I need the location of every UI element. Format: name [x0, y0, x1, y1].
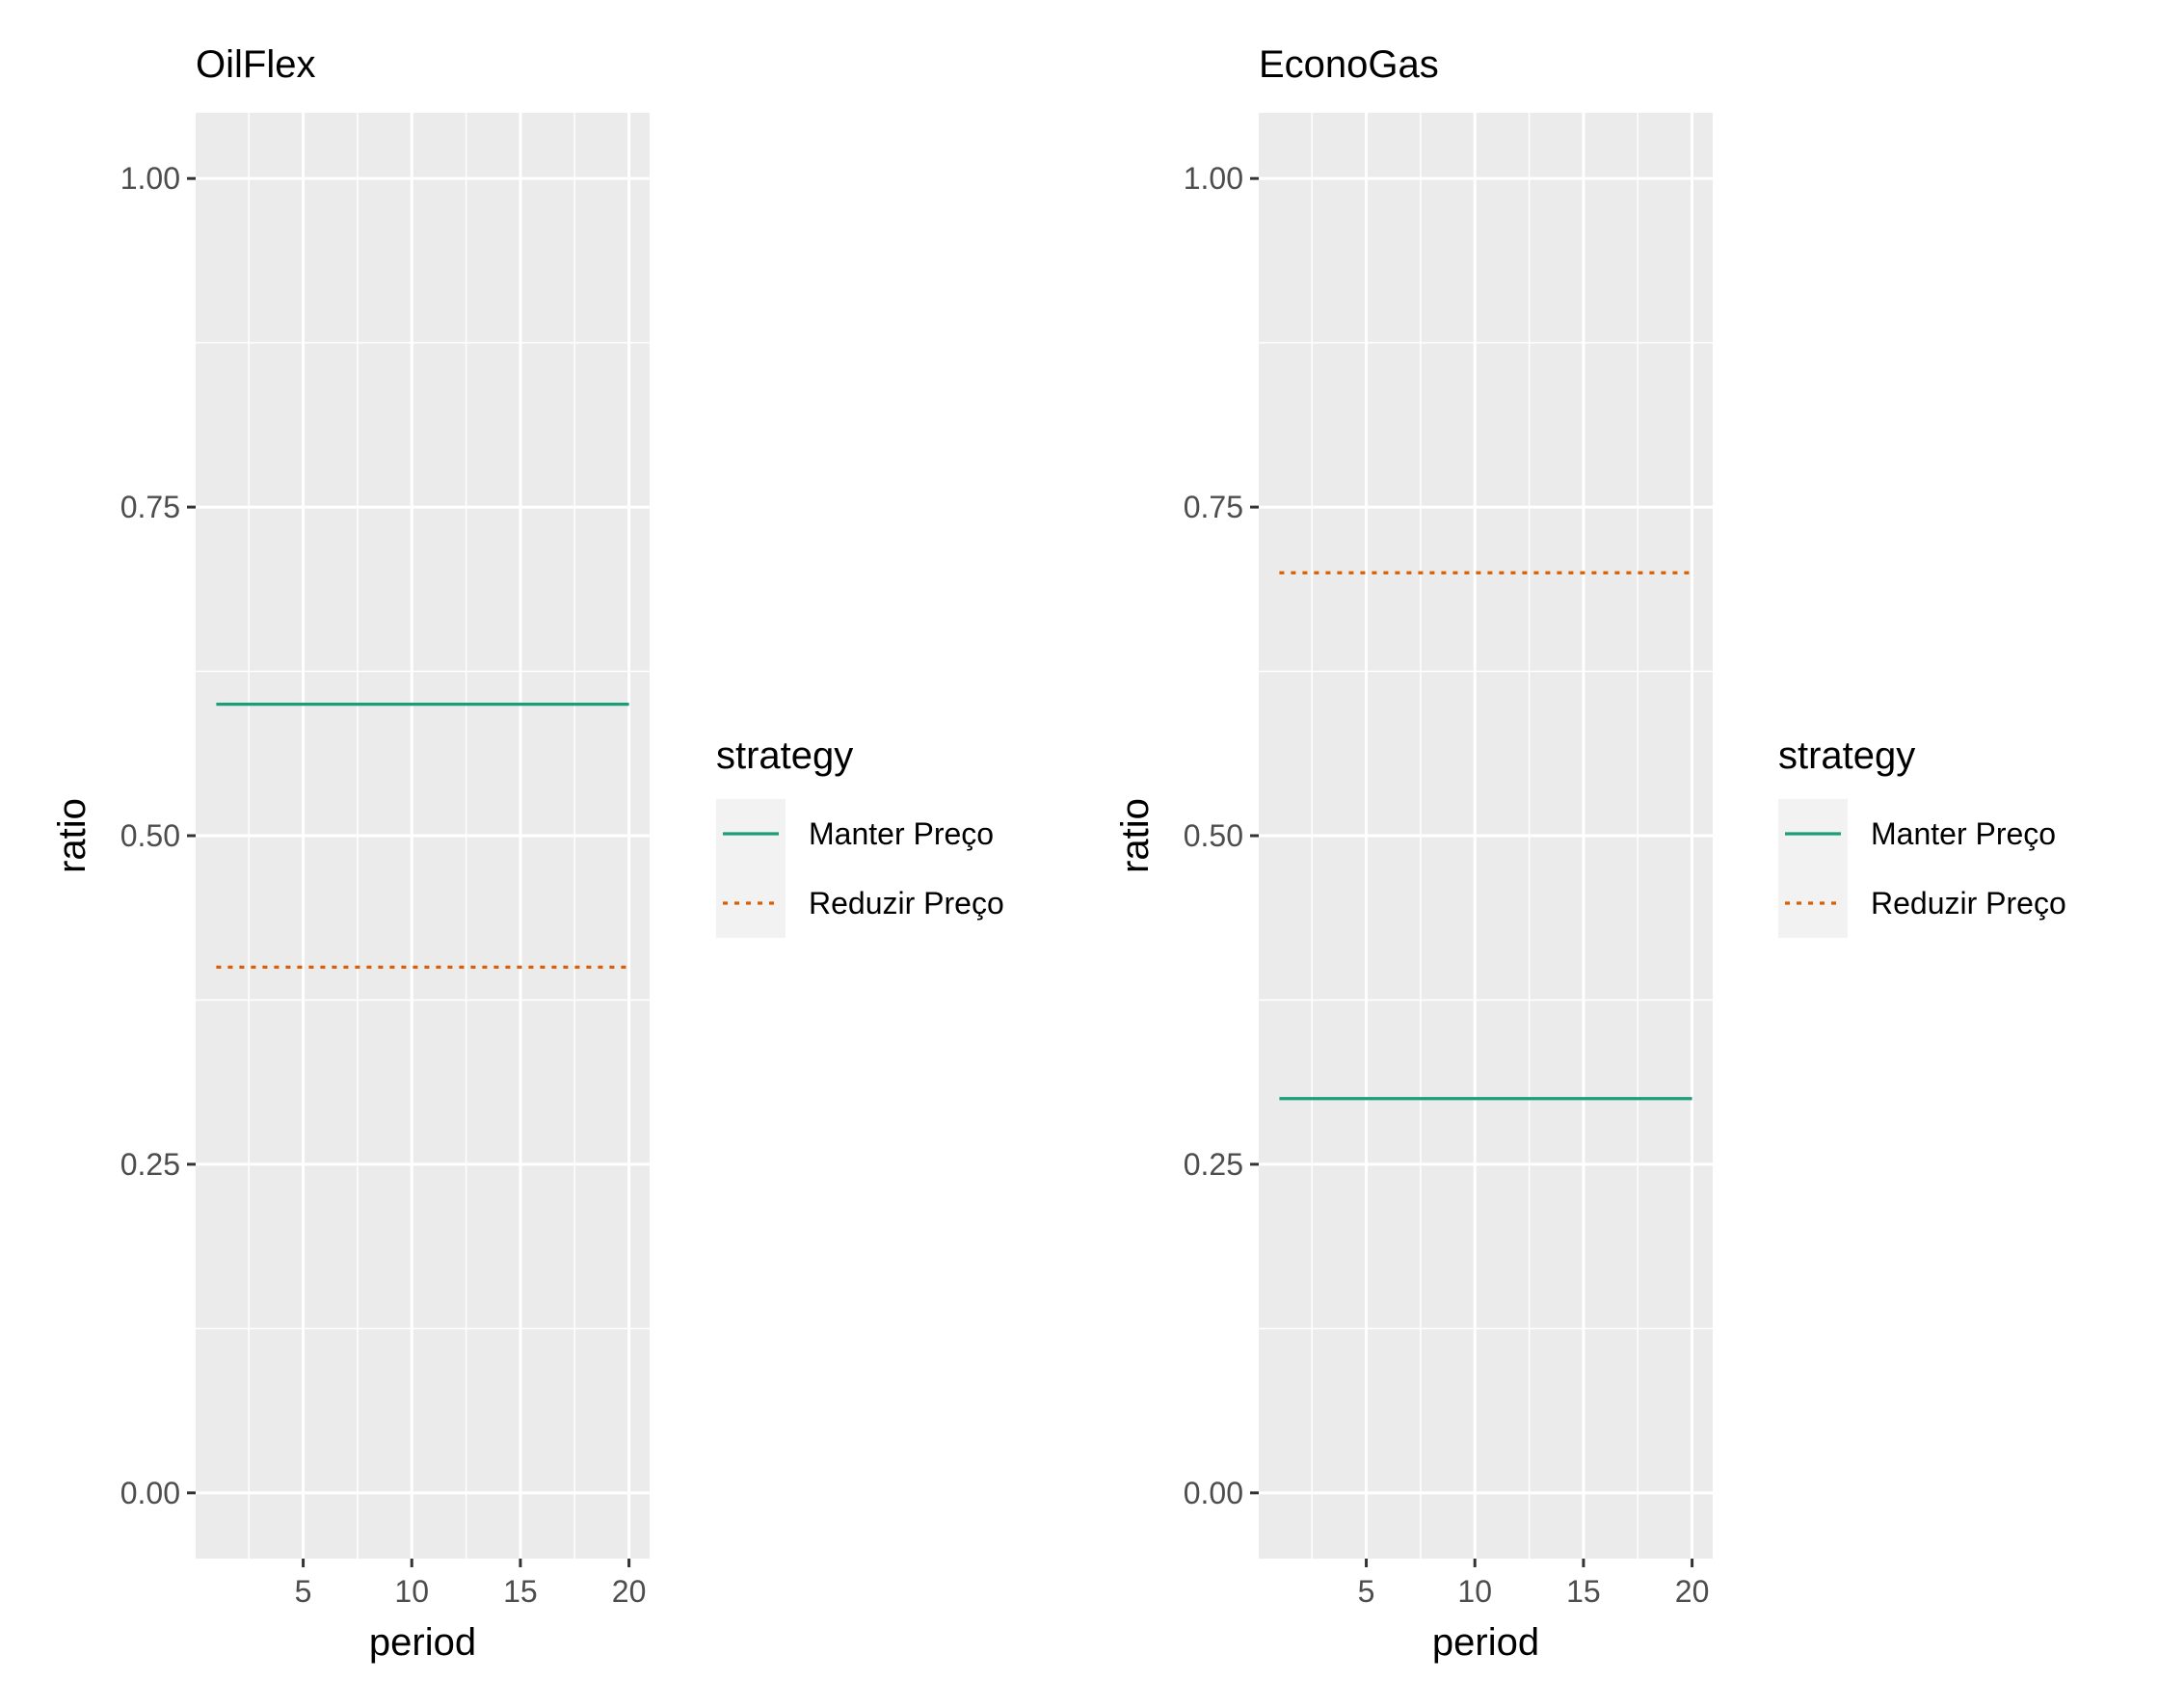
chart-title: EconoGas [1259, 43, 1439, 86]
y-tick-label: 0.00 [120, 1476, 180, 1510]
y-tick-label: 1.00 [1184, 161, 1243, 196]
legend-key-background [1778, 799, 1848, 938]
y-tick-label: 1.00 [120, 161, 180, 196]
y-tick-label: 0.50 [120, 818, 180, 853]
y-tick-label: 0.50 [1184, 818, 1243, 853]
chart-panel-1: OilFlex 0.00 0.25 0.50 0.75 1.00 5 10 15 20 period… [51, 43, 1004, 1664]
x-tick-label: 5 [295, 1574, 312, 1609]
y-tick-label: 0.75 [1184, 490, 1243, 524]
chart-title: OilFlex [196, 43, 315, 86]
y-tick-label: 0.25 [1184, 1147, 1243, 1182]
x-tick-label: 5 [1358, 1574, 1375, 1609]
y-axis-title: ratio [1114, 798, 1157, 873]
legend-title: strategy [1778, 734, 1915, 777]
x-tick-label: 10 [1457, 1574, 1492, 1609]
legend-label: Reduzir Preço [1871, 886, 2066, 921]
x-tick-label: 20 [1675, 1574, 1710, 1609]
x-axis-title: period [1432, 1621, 1539, 1664]
y-axis-title: ratio [51, 798, 93, 873]
x-tick-label: 20 [612, 1574, 647, 1609]
legend-label: Reduzir Preço [809, 886, 1004, 921]
legend-label: Manter Preço [1871, 816, 2056, 851]
x-tick-label: 15 [1566, 1574, 1601, 1609]
legend-label: Manter Preço [809, 816, 994, 851]
x-tick-label: 15 [503, 1574, 538, 1609]
y-tick-label: 0.00 [1184, 1476, 1243, 1510]
legend-title: strategy [716, 734, 853, 777]
legend-key-background [716, 799, 786, 938]
y-tick-label: 0.75 [120, 490, 180, 524]
y-tick-label: 0.25 [120, 1147, 180, 1182]
chart-panel-2: EconoGas 0.00 0.25 0.50 0.75 1.00 5 10 15 20 perio… [1114, 43, 2066, 1664]
x-axis-title: period [369, 1621, 476, 1664]
x-tick-label: 10 [394, 1574, 429, 1609]
